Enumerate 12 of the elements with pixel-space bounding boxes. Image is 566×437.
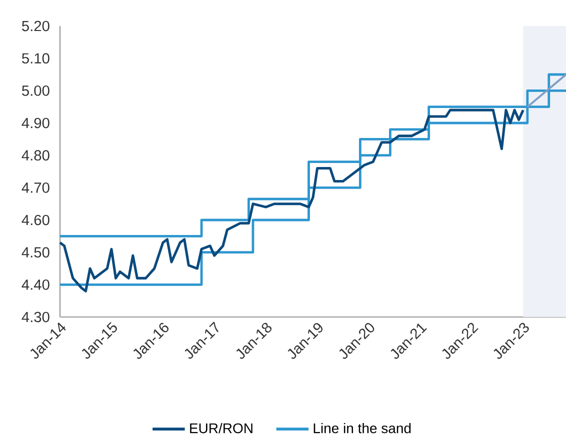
y-tick-label: 4.80 [22,150,50,161]
y-tick-label: 5.10 [22,53,50,64]
y-tick-label: 5.20 [22,20,50,32]
y-tick-label: 4.50 [22,247,50,258]
y-tick-label: 4.90 [22,118,50,128]
y-tick-label: 4.40 [22,279,50,290]
y-tick-label: 4.30 [22,312,50,322]
y-tick-label: 4.70 [22,182,50,193]
legend-label: EUR/RON [190,422,252,434]
legend-label: Line in the sand [314,422,411,434]
y-tick-label: 5.00 [22,86,50,96]
y-tick-label: 4.60 [22,214,50,226]
